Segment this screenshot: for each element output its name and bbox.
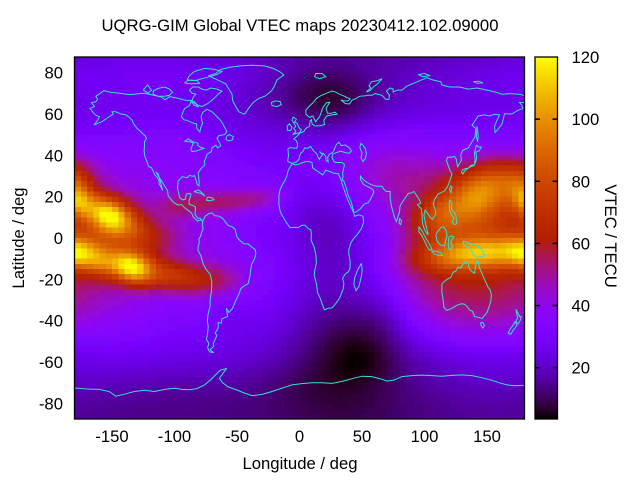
svg-text:Latitude / deg: Latitude / deg bbox=[9, 187, 28, 288]
svg-text:80: 80 bbox=[572, 172, 591, 191]
svg-text:100: 100 bbox=[572, 110, 600, 129]
svg-text:20: 20 bbox=[572, 359, 591, 378]
svg-text:100: 100 bbox=[411, 427, 439, 446]
svg-text:60: 60 bbox=[572, 234, 591, 253]
svg-text:40: 40 bbox=[44, 146, 63, 165]
svg-text:-60: -60 bbox=[39, 353, 63, 372]
svg-text:0: 0 bbox=[54, 229, 63, 248]
svg-text:VTEC / TECU: VTEC / TECU bbox=[601, 184, 620, 288]
svg-text:UQRG-GIM Global VTEC maps 2023: UQRG-GIM Global VTEC maps 20230412.102.0… bbox=[102, 16, 499, 35]
svg-text:80: 80 bbox=[44, 64, 63, 83]
svg-text:20: 20 bbox=[44, 188, 63, 207]
svg-text:120: 120 bbox=[572, 48, 600, 67]
svg-text:50: 50 bbox=[353, 427, 372, 446]
svg-text:-150: -150 bbox=[95, 427, 128, 446]
svg-text:Longitude / deg: Longitude / deg bbox=[242, 454, 357, 473]
svg-text:-20: -20 bbox=[39, 270, 63, 289]
svg-text:-40: -40 bbox=[39, 312, 63, 331]
svg-text:60: 60 bbox=[44, 105, 63, 124]
svg-text:40: 40 bbox=[572, 297, 591, 316]
svg-text:-50: -50 bbox=[225, 427, 249, 446]
svg-text:150: 150 bbox=[473, 427, 501, 446]
svg-text:-100: -100 bbox=[158, 427, 191, 446]
svg-text:-80: -80 bbox=[39, 395, 63, 414]
svg-text:0: 0 bbox=[295, 427, 304, 446]
